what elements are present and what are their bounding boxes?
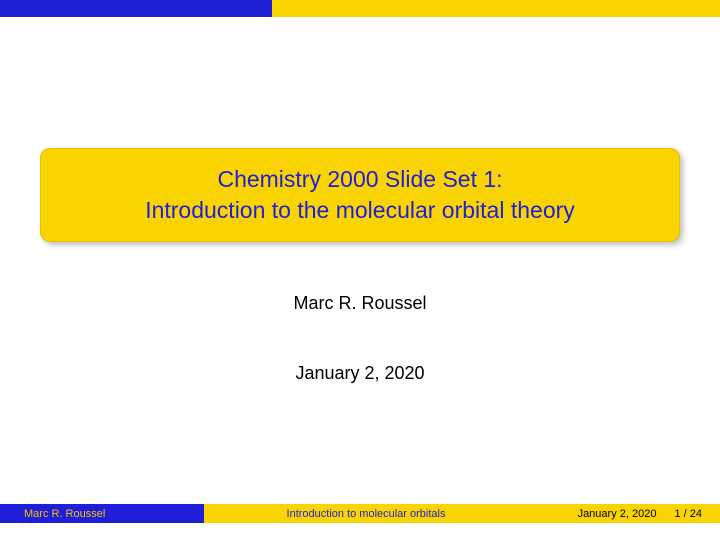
title-line-1: Chemistry 2000 Slide Set 1: (217, 164, 502, 195)
footer-page-sep: / (681, 508, 690, 520)
footer-bar: Marc R. Roussel Introduction to molecula… (0, 504, 720, 523)
footer-short-title: Introduction to molecular orbitals (204, 504, 528, 523)
footer-page-total: 24 (690, 508, 702, 520)
top-decorative-bar (0, 0, 720, 17)
footer-author: Marc R. Roussel (0, 504, 204, 523)
title-block: Chemistry 2000 Slide Set 1: Introduction… (40, 148, 680, 242)
footer-date: January 2, 2020 (578, 508, 657, 520)
topbar-yellow-segment (272, 0, 720, 17)
footer-page-number: 1 / 24 (674, 508, 702, 520)
topbar-blue-segment (0, 0, 272, 17)
title-line-2: Introduction to the molecular orbital th… (145, 195, 575, 226)
author-name: Marc R. Roussel (0, 293, 720, 314)
footer-right-group: January 2, 2020 1 / 24 (528, 504, 720, 523)
presentation-date: January 2, 2020 (0, 363, 720, 384)
